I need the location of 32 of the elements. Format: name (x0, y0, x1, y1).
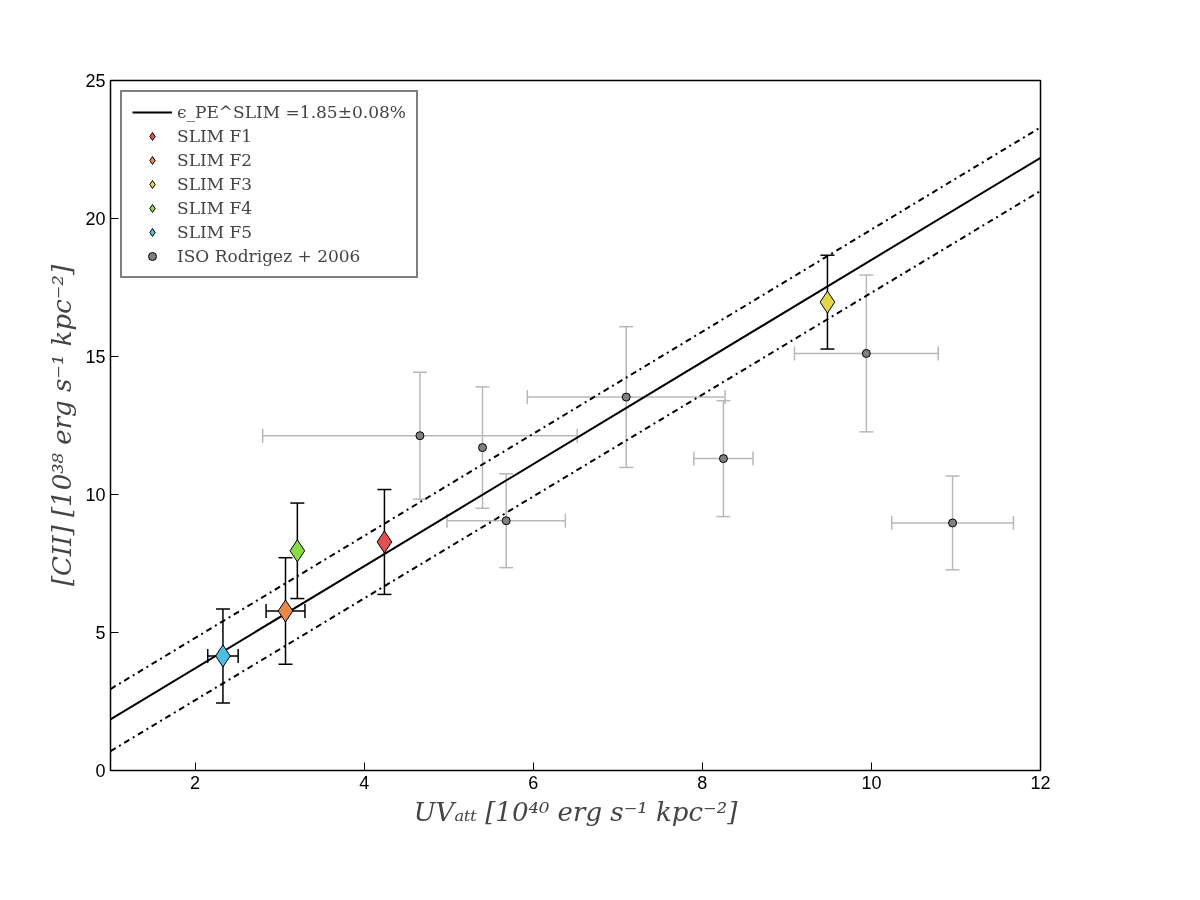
legend-label: SLIM F5 (177, 222, 253, 242)
point (289, 539, 306, 563)
legend-label: ϵ_PE^SLIM =1.85±0.08% (177, 102, 406, 122)
x-tick-label: 2 (190, 772, 201, 793)
legend-label: SLIM F4 (177, 198, 253, 218)
y-tick-label: 20 (85, 209, 106, 229)
x-tick-label: 8 (697, 772, 708, 793)
y-tick-label: 25 (85, 71, 106, 91)
point (819, 290, 836, 314)
y-tick-label: 5 (95, 623, 106, 643)
y-tick-label: 10 (85, 485, 106, 505)
point (478, 443, 487, 453)
point (621, 392, 631, 402)
x-tick-label: 4 (359, 772, 370, 793)
y-tick-label: 0 (95, 761, 106, 781)
point (501, 516, 511, 526)
legend-label: SLIM F2 (177, 150, 253, 170)
y-tick-label: 15 (85, 347, 106, 367)
point (948, 518, 958, 528)
point (277, 599, 294, 623)
legend-label: SLIM F3 (177, 174, 253, 194)
point (718, 454, 728, 464)
x-axis-title: UVₐₜₜ [10⁴⁰ erg s⁻¹ kpc⁻²] (413, 796, 739, 827)
x-tick-label: 6 (528, 772, 539, 793)
point (376, 530, 393, 554)
x-tick-label: 12 (1030, 772, 1051, 793)
legend-label: ISO Rodrigez + 2006 (177, 246, 361, 266)
point (861, 348, 871, 358)
legend-label: SLIM F1 (177, 126, 253, 146)
y-axis-title: [CII] [10³⁸ erg s⁻¹ kpc⁻²] (47, 264, 78, 587)
x-tick-label: 10 (861, 772, 882, 793)
point (415, 431, 425, 441)
